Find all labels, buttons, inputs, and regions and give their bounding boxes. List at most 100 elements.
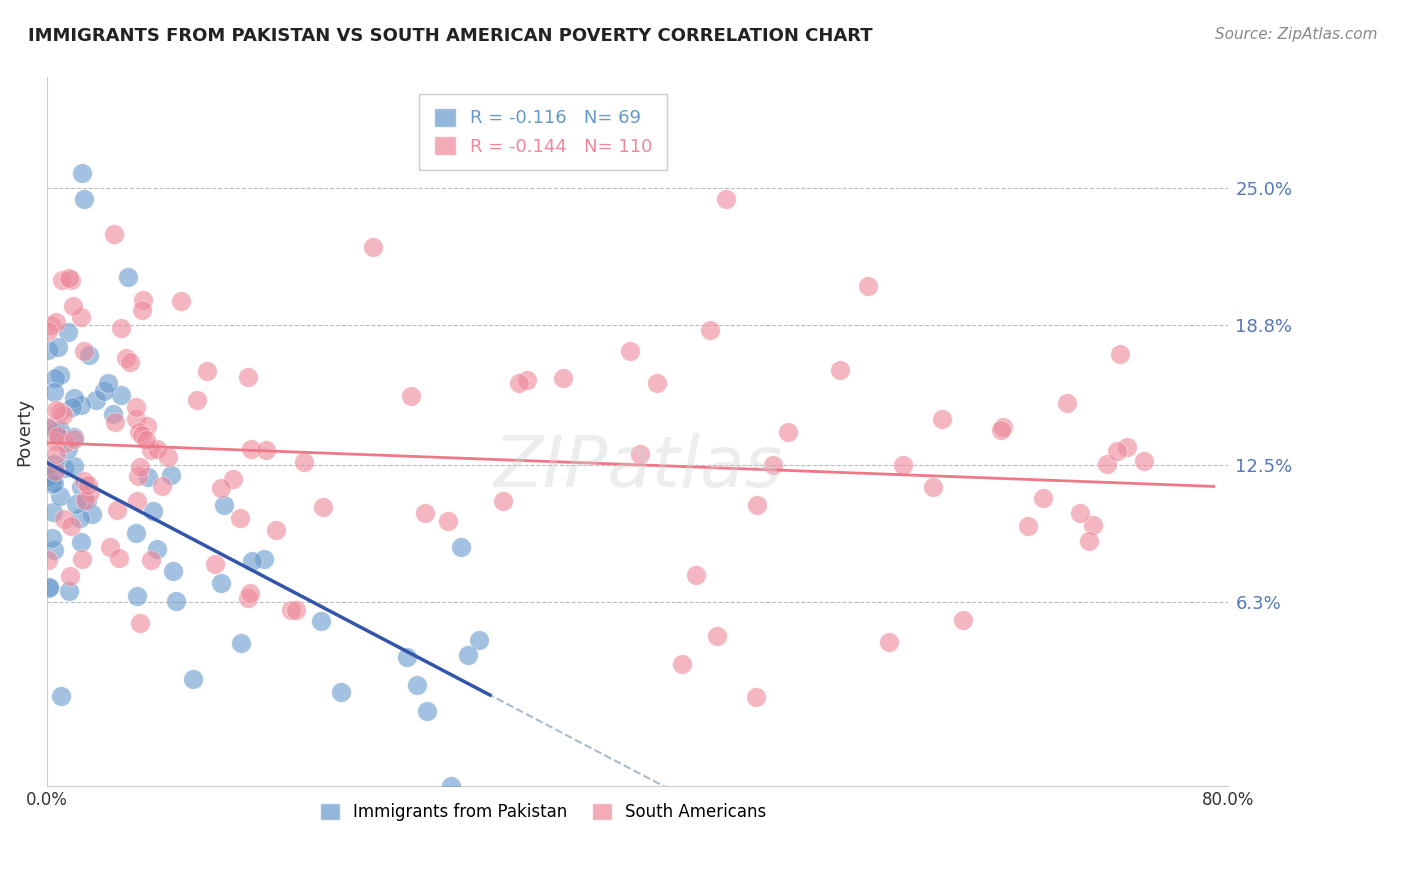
- Point: [127, 468, 149, 483]
- Point: [115, 351, 138, 366]
- Point: [1133, 453, 1156, 467]
- Point: [59, 519, 82, 533]
- Point: [239, 586, 262, 600]
- Point: [195, 364, 218, 378]
- Point: [110, 388, 132, 402]
- Point: [37, 470, 59, 484]
- Point: [131, 428, 153, 442]
- Point: [110, 321, 132, 335]
- Point: [49, 368, 72, 382]
- Point: [214, 498, 236, 512]
- Point: [69, 511, 91, 525]
- Point: [253, 551, 276, 566]
- Point: [45, 315, 67, 329]
- Point: [62, 299, 84, 313]
- Point: [671, 657, 693, 671]
- Point: [73, 192, 96, 206]
- Point: [139, 443, 162, 458]
- Point: [118, 355, 141, 369]
- Point: [141, 553, 163, 567]
- Text: ZIPatlas: ZIPatlas: [494, 433, 782, 501]
- Point: [62, 458, 84, 473]
- Point: [65, 497, 87, 511]
- Point: [56, 326, 79, 340]
- Point: [84, 393, 107, 408]
- Point: [132, 293, 155, 307]
- Point: [242, 554, 264, 568]
- Point: [52, 512, 75, 526]
- Point: [1032, 491, 1054, 505]
- Point: [58, 442, 80, 457]
- Point: [450, 540, 472, 554]
- Point: [44, 371, 66, 385]
- Point: [79, 348, 101, 362]
- Point: [745, 499, 768, 513]
- Point: [37, 420, 59, 434]
- Point: [204, 557, 226, 571]
- Point: [42, 468, 65, 483]
- Point: [69, 480, 91, 494]
- Point: [1081, 518, 1104, 533]
- Point: [254, 442, 277, 457]
- Point: [117, 269, 139, 284]
- Point: [101, 408, 124, 422]
- Point: [699, 323, 721, 337]
- Point: [125, 494, 148, 508]
- Point: [162, 564, 184, 578]
- Point: [1105, 443, 1128, 458]
- Point: [129, 460, 152, 475]
- Point: [49, 404, 72, 418]
- Point: [1017, 518, 1039, 533]
- Point: [229, 511, 252, 525]
- Point: [105, 503, 128, 517]
- Point: [63, 432, 86, 446]
- Point: [51, 273, 73, 287]
- Point: [45, 402, 67, 417]
- Point: [48, 489, 70, 503]
- Y-axis label: Poverty: Poverty: [15, 398, 32, 466]
- Point: [73, 492, 96, 507]
- Point: [70, 551, 93, 566]
- Point: [59, 569, 82, 583]
- Point: [38, 582, 60, 596]
- Point: [69, 398, 91, 412]
- Point: [280, 603, 302, 617]
- Point: [76, 493, 98, 508]
- Point: [330, 685, 353, 699]
- Point: [150, 479, 173, 493]
- Point: [58, 270, 80, 285]
- Point: [457, 648, 479, 663]
- Point: [240, 442, 263, 456]
- Point: [553, 370, 575, 384]
- Point: [42, 384, 65, 399]
- Point: [52, 461, 75, 475]
- Point: [1115, 440, 1137, 454]
- Point: [1056, 395, 1078, 409]
- Point: [39, 421, 62, 435]
- Point: [284, 603, 307, 617]
- Point: [125, 400, 148, 414]
- Point: [93, 384, 115, 399]
- Point: [292, 455, 315, 469]
- Point: [49, 431, 72, 445]
- Point: [160, 467, 183, 482]
- Point: [82, 507, 104, 521]
- Point: [44, 464, 66, 478]
- Point: [440, 779, 463, 793]
- Point: [79, 484, 101, 499]
- Point: [209, 576, 232, 591]
- Point: [128, 425, 150, 439]
- Point: [142, 504, 165, 518]
- Point: [70, 166, 93, 180]
- Point: [70, 534, 93, 549]
- Point: [37, 553, 59, 567]
- Point: [38, 580, 60, 594]
- Point: [619, 344, 641, 359]
- Point: [706, 629, 728, 643]
- Point: [415, 704, 437, 718]
- Point: [361, 240, 384, 254]
- Point: [222, 472, 245, 486]
- Point: [41, 476, 63, 491]
- Point: [762, 458, 785, 472]
- Point: [38, 467, 60, 481]
